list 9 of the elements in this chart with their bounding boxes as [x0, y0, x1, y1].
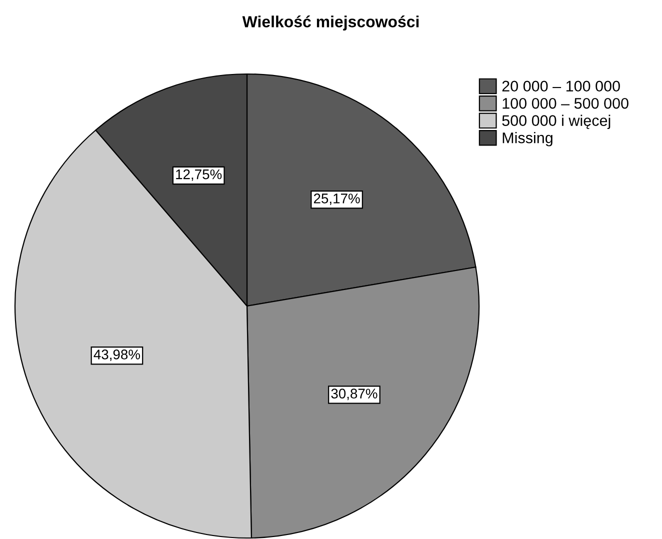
- data-label: 25,17%: [314, 194, 360, 206]
- legend-label: Missing: [502, 132, 552, 146]
- chart-title: Wielkość miejscowości: [242, 15, 419, 31]
- legend-label: 500 000 i więcej: [502, 114, 610, 130]
- legend-label: 100 000 – 500 000: [502, 98, 628, 109]
- legend-label: 20 000 – 100 000: [502, 80, 620, 92]
- data-label: 43,98%: [94, 350, 140, 362]
- data-label: 30,87%: [331, 388, 378, 400]
- data-label: 12,75%: [176, 169, 222, 181]
